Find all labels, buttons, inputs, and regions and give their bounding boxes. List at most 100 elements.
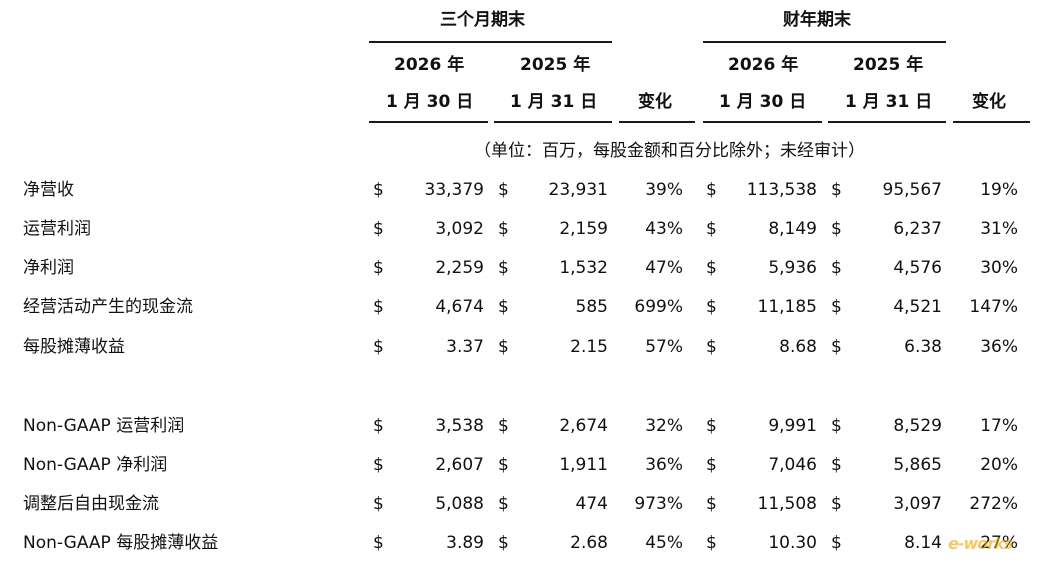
cell-q-2025: 1,911 [559,455,608,475]
cell-q-2025: 1,532 [559,258,608,278]
col-rule-q-2026 [369,121,488,123]
col-rule-q-2025 [494,121,612,123]
currency-symbol: $ [498,455,509,475]
cell-y-2026: 8,149 [768,219,817,239]
cell-y-2025: 6,237 [893,219,942,239]
header-year-y-2025: 2025 年 [853,55,924,75]
cell-y-change: 36% [980,337,1018,357]
cell-q-2025: 2.68 [570,533,608,553]
currency-symbol: $ [498,180,509,200]
currency-symbol: $ [706,337,717,357]
currency-symbol: $ [498,297,509,317]
cell-y-2026: 9,991 [768,416,817,436]
row-label: 运营利润 [23,219,91,239]
row-label: Non-GAAP 每股摊薄收益 [23,533,219,553]
cell-y-2026: 8.68 [779,337,817,357]
group-rule-three-months [369,41,612,43]
header-date-q-2026: 1 月 30 日 [386,92,474,112]
row-label: 净利润 [23,258,74,278]
header-year-y-2026: 2026 年 [728,55,799,75]
currency-symbol: $ [498,533,509,553]
group-title-three-months: 三个月期末 [440,10,525,30]
col-rule-y-change [953,121,1030,123]
currency-symbol: $ [373,455,384,475]
currency-symbol: $ [831,455,842,475]
currency-symbol: $ [831,297,842,317]
cell-y-2026: 10.30 [768,533,817,553]
cell-q-2026: 5,088 [435,494,484,514]
cell-q-2025: 2.15 [570,337,608,357]
row-label: 每股摊薄收益 [23,337,125,357]
currency-symbol: $ [373,297,384,317]
cell-y-2025: 4,521 [893,297,942,317]
row-label: 调整后自由现金流 [23,494,159,514]
header-date-y-2025: 1 月 31 日 [845,92,933,112]
header-change-q: 变化 [638,92,672,112]
cell-y-2026: 11,508 [757,494,817,514]
cell-y-change: 17% [980,416,1018,436]
cell-q-change: 36% [645,455,683,475]
currency-symbol: $ [831,533,842,553]
watermark-logo: e-works [948,534,1013,553]
row-label: Non-GAAP 净利润 [23,455,168,475]
currency-symbol: $ [831,416,842,436]
currency-symbol: $ [373,494,384,514]
cell-y-2025: 95,567 [882,180,942,200]
col-rule-y-2026 [703,121,822,123]
group-title-fiscal-year: 财年期末 [783,10,851,30]
currency-symbol: $ [831,494,842,514]
currency-symbol: $ [831,258,842,278]
cell-q-change: 699% [634,297,683,317]
cell-q-change: 39% [645,180,683,200]
currency-symbol: $ [706,219,717,239]
currency-symbol: $ [831,180,842,200]
cell-q-2026: 3,092 [435,219,484,239]
currency-symbol: $ [373,258,384,278]
cell-y-2026: 7,046 [768,455,817,475]
header-change-y: 变化 [972,92,1006,112]
cell-q-2026: 33,379 [424,180,484,200]
header-year-q-2026: 2026 年 [394,55,465,75]
cell-y-change: 20% [980,455,1018,475]
cell-y-change: 19% [980,180,1018,200]
cell-q-2025: 585 [575,297,608,317]
currency-symbol: $ [706,455,717,475]
cell-y-change: 31% [980,219,1018,239]
cell-y-2025: 8,529 [893,416,942,436]
cell-y-2025: 3,097 [893,494,942,514]
cell-q-2025: 23,931 [548,180,608,200]
currency-symbol: $ [706,180,717,200]
currency-symbol: $ [498,258,509,278]
currency-symbol: $ [373,219,384,239]
cell-q-2026: 3.89 [446,533,484,553]
header-date-q-2025: 1 月 31 日 [510,92,598,112]
currency-symbol: $ [831,219,842,239]
cell-q-2025: 2,159 [559,219,608,239]
header-date-y-2026: 1 月 30 日 [719,92,807,112]
currency-symbol: $ [498,337,509,357]
currency-symbol: $ [706,297,717,317]
cell-q-2026: 2,259 [435,258,484,278]
cell-q-change: 43% [645,219,683,239]
row-label: 经营活动产生的现金流 [23,297,193,317]
cell-y-2025: 5,865 [893,455,942,475]
currency-symbol: $ [373,533,384,553]
cell-y-2026: 113,538 [746,180,817,200]
cell-q-change: 45% [645,533,683,553]
unit-note: （单位：百万，每股金额和百分比除外；未经审计） [474,141,865,161]
cell-q-change: 57% [645,337,683,357]
cell-q-change: 973% [634,494,683,514]
cell-y-2025: 4,576 [893,258,942,278]
col-rule-y-2025 [828,121,946,123]
cell-q-2026: 4,674 [435,297,484,317]
currency-symbol: $ [373,337,384,357]
cell-y-2026: 11,185 [757,297,817,317]
col-rule-q-change [619,121,695,123]
row-label: 净营收 [23,180,74,200]
cell-q-2026: 2,607 [435,455,484,475]
cell-q-2025: 474 [575,494,608,514]
cell-y-2025: 8.14 [904,533,942,553]
cell-y-change: 27% [980,533,1018,553]
cell-y-2026: 5,936 [768,258,817,278]
cell-y-change: 147% [969,297,1018,317]
